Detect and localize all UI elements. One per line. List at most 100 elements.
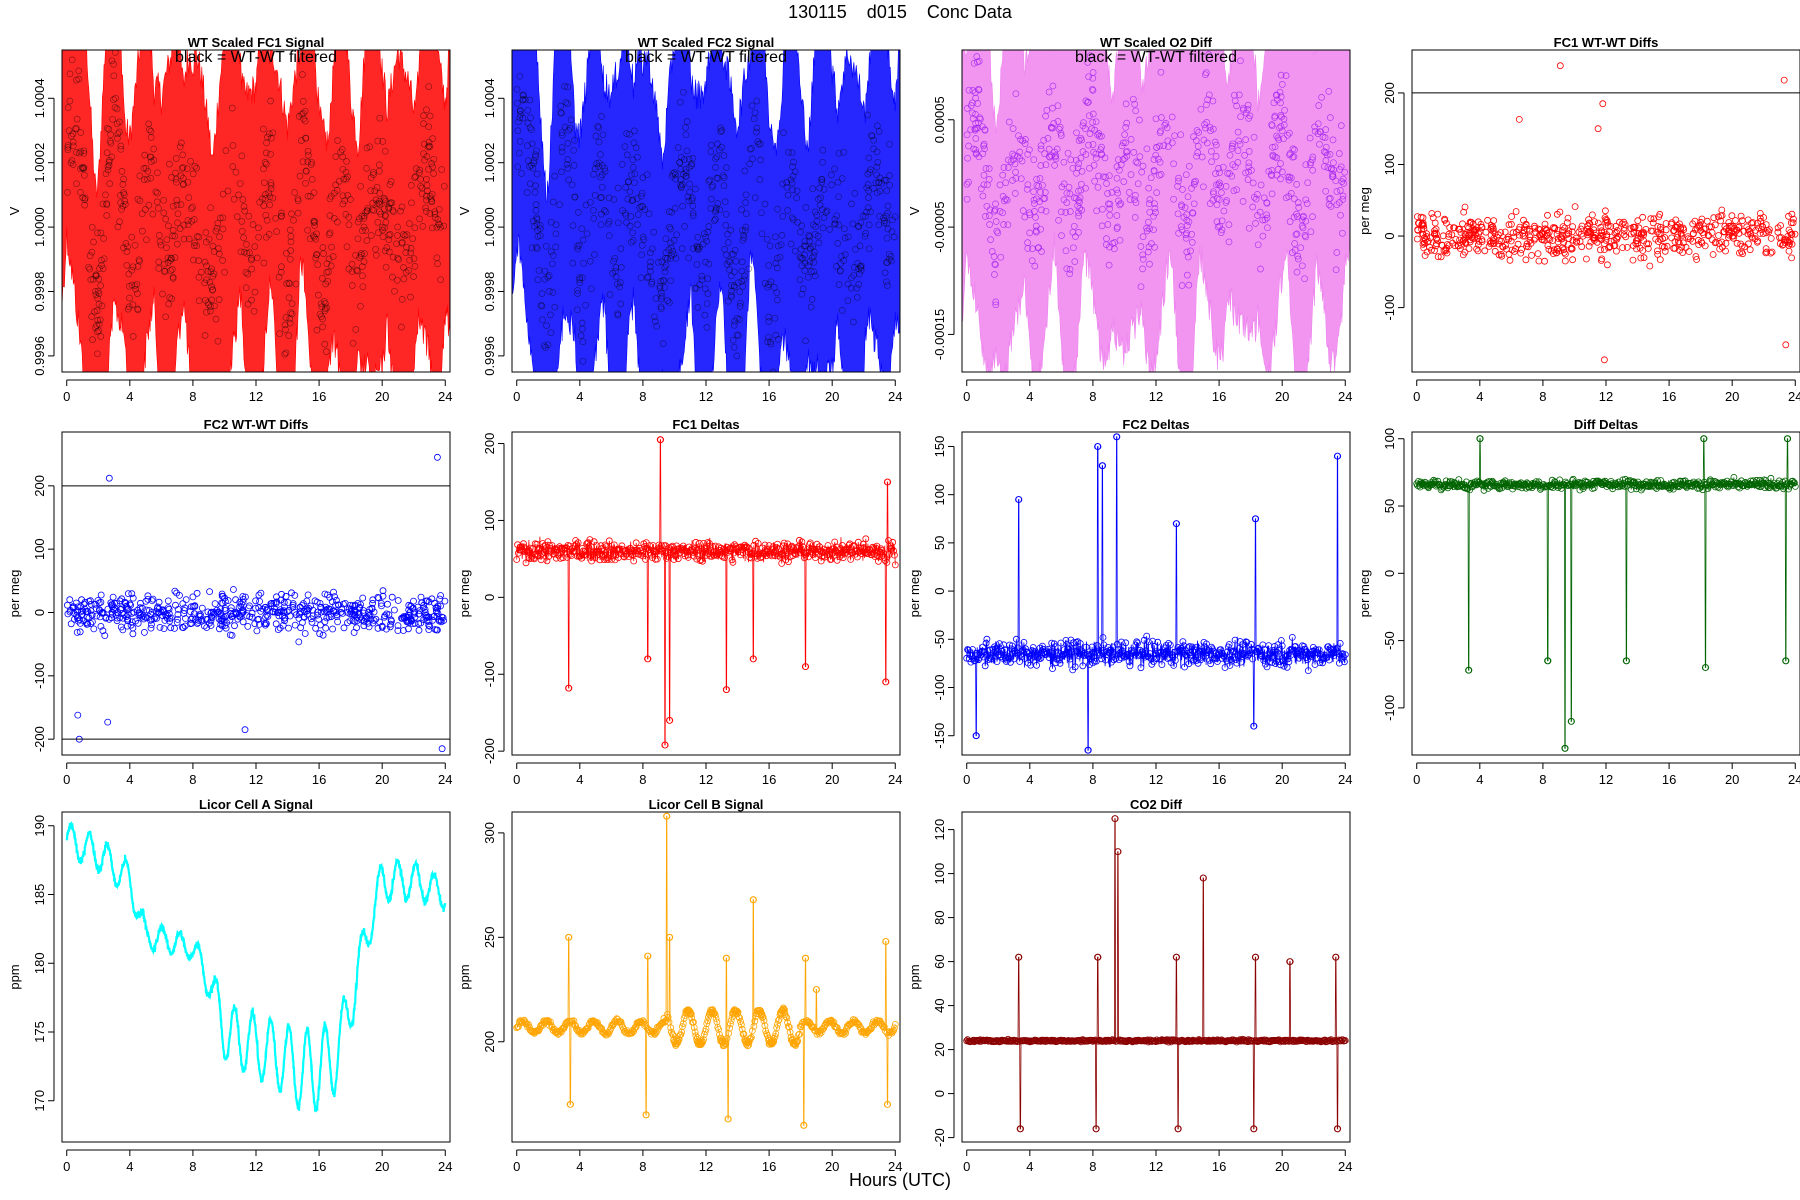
data-point <box>644 655 652 663</box>
filtered-point <box>240 203 248 210</box>
filtered-point <box>278 212 285 220</box>
filtered-point <box>67 159 75 167</box>
filtered-point <box>1268 190 1276 198</box>
x-tick-label: 24 <box>438 772 452 787</box>
filtered-point <box>372 245 380 253</box>
filtered-point <box>120 191 128 198</box>
filtered-point <box>281 321 289 329</box>
filtered-point <box>256 198 264 206</box>
filtered-point <box>528 126 535 134</box>
y-axis-label: per meg <box>1357 570 1372 618</box>
filtered-point <box>1043 106 1051 114</box>
filtered-point <box>638 189 646 197</box>
filtered-point <box>818 178 826 186</box>
filtered-point <box>107 139 115 147</box>
filtered-point <box>341 197 349 205</box>
y-tick-label: 200 <box>32 475 47 497</box>
filtered-point <box>1031 262 1039 270</box>
filtered-point <box>1174 182 1181 190</box>
filtered-point <box>263 139 270 147</box>
data-point <box>1593 229 1600 237</box>
data-point <box>244 623 252 630</box>
filtered-point <box>1064 149 1072 157</box>
filtered-point <box>1292 231 1300 238</box>
filtered-point <box>129 333 137 340</box>
data-point <box>638 549 646 557</box>
filtered-point <box>684 193 692 201</box>
data-point <box>1732 217 1739 224</box>
y-tick-label: 200 <box>1382 82 1397 104</box>
filtered-point <box>1171 132 1178 140</box>
filtered-point <box>689 212 697 219</box>
filtered-point <box>364 204 372 212</box>
x-tick-label: 16 <box>762 389 776 404</box>
data-point <box>1181 663 1188 671</box>
filtered-point <box>187 205 195 213</box>
data-point <box>609 545 616 553</box>
filtered-point <box>307 161 315 168</box>
filtered-point <box>1195 129 1203 136</box>
filtered-point <box>143 236 150 244</box>
filtered-point <box>360 212 368 220</box>
filtered-point <box>86 252 94 259</box>
filtered-point <box>1011 190 1019 197</box>
filtered-point <box>376 201 384 208</box>
filtered-point <box>547 248 555 256</box>
filtered-point <box>343 243 351 251</box>
outlier-point <box>438 745 446 753</box>
data-point <box>255 591 263 599</box>
filtered-point <box>1277 123 1285 130</box>
data-point <box>1744 216 1752 224</box>
filtered-point <box>147 128 155 135</box>
filtered-point <box>133 280 141 288</box>
filtered-point <box>1298 222 1306 230</box>
filtered-point <box>1080 119 1087 126</box>
filtered-point <box>434 260 441 268</box>
filtered-point <box>1157 171 1165 178</box>
data-point <box>280 599 288 606</box>
filtered-point <box>246 249 253 256</box>
x-tick-label: 16 <box>1212 772 1226 787</box>
plot-area <box>512 50 900 372</box>
filtered-point <box>155 258 163 266</box>
filtered-point <box>357 302 364 310</box>
filtered-point <box>624 195 632 203</box>
filtered-point <box>1098 143 1105 151</box>
data-point <box>1460 208 1468 216</box>
filtered-point <box>1094 183 1102 191</box>
filtered-point <box>1090 148 1097 156</box>
filtered-point <box>267 181 275 189</box>
y-tick-label: 1.0004 <box>32 78 47 118</box>
filtered-point <box>887 257 895 265</box>
data-point <box>1475 230 1483 237</box>
filtered-point <box>310 219 318 226</box>
data-point <box>1264 654 1272 662</box>
outlier-point <box>1782 341 1790 349</box>
filtered-point <box>173 178 180 186</box>
filtered-point <box>864 181 872 188</box>
data-point <box>433 613 441 620</box>
filtered-point <box>622 183 630 191</box>
filtered-point <box>408 199 415 207</box>
filtered-point <box>1085 112 1093 120</box>
filtered-point <box>867 208 874 216</box>
filtered-point <box>712 215 719 223</box>
filtered-point <box>1217 182 1224 190</box>
filtered-point <box>526 96 534 104</box>
filtered-point <box>113 120 121 128</box>
data-point <box>854 553 861 561</box>
filtered-point <box>172 169 179 177</box>
filtered-point <box>707 195 715 203</box>
filtered-point <box>884 225 892 233</box>
data-point <box>979 643 987 651</box>
filtered-point <box>1249 203 1257 211</box>
filtered-point <box>73 149 80 156</box>
data-point <box>693 555 701 563</box>
filtered-point <box>363 207 371 215</box>
filtered-point <box>689 202 697 210</box>
data-point <box>119 626 127 634</box>
filtered-point <box>551 303 559 311</box>
data-point <box>573 540 580 548</box>
filtered-point <box>1337 211 1344 219</box>
